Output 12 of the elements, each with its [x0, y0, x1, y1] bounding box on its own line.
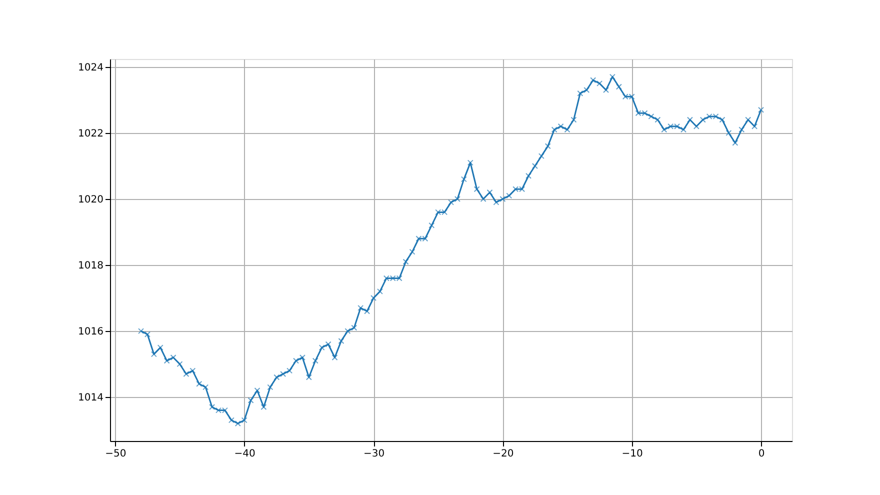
x-tick-label: −20 — [492, 448, 514, 460]
x-tick-label: 0 — [758, 448, 765, 460]
x-tick-label: −50 — [105, 448, 126, 460]
x-tick-label: −10 — [622, 448, 643, 460]
x-tick-label: −30 — [363, 448, 385, 460]
y-tick-label: 1024 — [78, 62, 104, 74]
y-tick-label: 1016 — [78, 326, 104, 338]
x-tick-label: −40 — [234, 448, 256, 460]
y-tick-label: 1014 — [78, 392, 104, 404]
y-tick-label: 1018 — [78, 260, 104, 272]
y-tick-label: 1020 — [78, 194, 104, 206]
y-tick-label: 1022 — [78, 128, 104, 140]
